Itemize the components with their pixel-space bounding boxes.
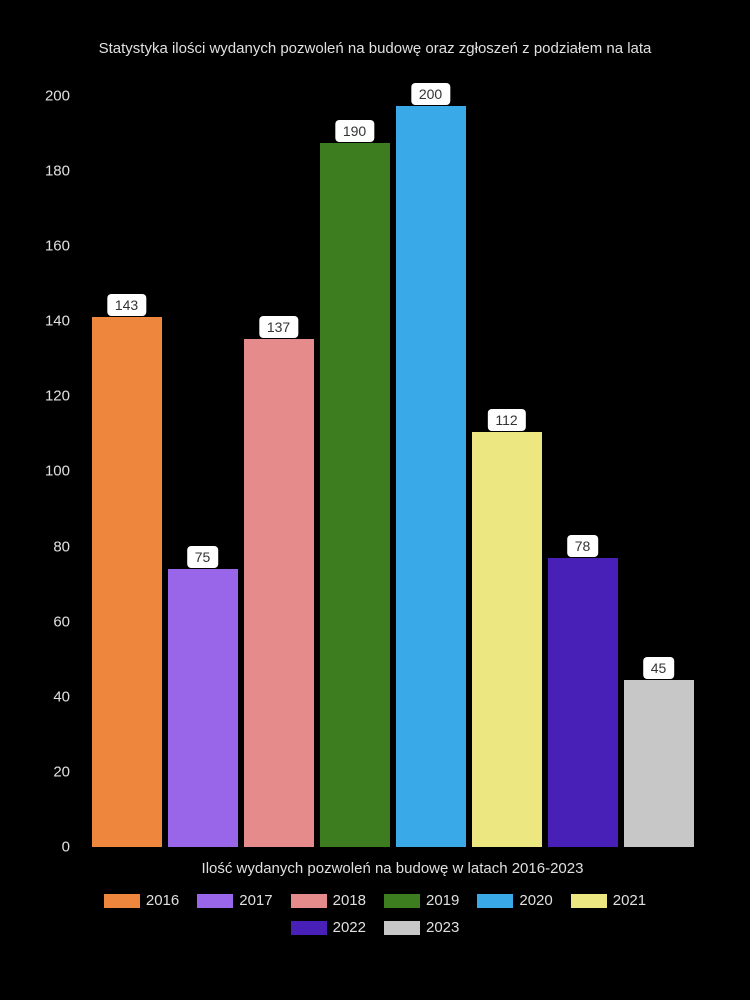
legend-swatch: [384, 921, 420, 935]
legend-item-2020: 2020: [477, 892, 552, 909]
bar-2018: 137: [244, 87, 314, 847]
legend-item-2017: 2017: [197, 892, 272, 909]
legend-label: 2022: [333, 919, 366, 936]
legend-item-2022: 2022: [291, 919, 366, 936]
bar-fill: 112: [472, 432, 542, 847]
bar-value-label: 45: [643, 657, 675, 679]
x-axis-label: Ilość wydanych pozwoleń na budowę w lata…: [85, 860, 700, 877]
y-tick: 80: [53, 538, 70, 555]
bar-fill: 190: [320, 143, 390, 847]
y-tick: 180: [45, 162, 70, 179]
legend-item-2023: 2023: [384, 919, 459, 936]
bar-value-label: 137: [259, 316, 298, 338]
bar-fill: 78: [548, 558, 618, 847]
legend-item-2016: 2016: [104, 892, 179, 909]
bar-fill: 200: [396, 106, 466, 847]
legend-swatch: [197, 894, 233, 908]
y-tick: 200: [45, 87, 70, 104]
bars-container: 143751371902001127845: [85, 87, 700, 847]
legend-label: 2017: [239, 892, 272, 909]
bar-2023: 45: [624, 87, 694, 847]
legend-item-2019: 2019: [384, 892, 459, 909]
bar-2016: 143: [92, 87, 162, 847]
legend-swatch: [291, 921, 327, 935]
bar-value-label: 143: [107, 294, 146, 316]
bar-fill: 137: [244, 339, 314, 847]
legend-swatch: [104, 894, 140, 908]
y-tick: 120: [45, 388, 70, 405]
bar-value-label: 75: [187, 546, 219, 568]
chart-plot-area: 020406080100120140160180200 143751371902…: [85, 77, 700, 877]
legend-swatch: [477, 894, 513, 908]
legend: 2016 2017 2018 2019 2020 2021 2022 2023: [30, 892, 720, 936]
bar-2022: 78: [548, 87, 618, 847]
y-tick: 100: [45, 463, 70, 480]
legend-label: 2020: [519, 892, 552, 909]
y-tick: 140: [45, 313, 70, 330]
legend-label: 2019: [426, 892, 459, 909]
bar-value-label: 112: [487, 409, 525, 431]
bar-value-label: 200: [411, 83, 450, 105]
y-tick: 40: [53, 688, 70, 705]
y-tick: 160: [45, 238, 70, 255]
chart-title: Statystyka ilości wydanych pozwoleń na b…: [30, 40, 720, 57]
y-tick: 60: [53, 613, 70, 630]
bar-value-label: 190: [335, 120, 374, 142]
bar-2017: 75: [168, 87, 238, 847]
legend-label: 2018: [333, 892, 366, 909]
legend-item-2018: 2018: [291, 892, 366, 909]
legend-label: 2016: [146, 892, 179, 909]
bar-value-label: 78: [567, 535, 599, 557]
legend-swatch: [571, 894, 607, 908]
bar-fill: 45: [624, 680, 694, 847]
legend-swatch: [384, 894, 420, 908]
legend-label: 2021: [613, 892, 646, 909]
legend-swatch: [291, 894, 327, 908]
y-tick: 0: [62, 839, 70, 856]
legend-item-2021: 2021: [571, 892, 646, 909]
bar-2020: 200: [396, 87, 466, 847]
bar-2019: 190: [320, 87, 390, 847]
bar-2021: 112: [472, 87, 542, 847]
bar-fill: 75: [168, 569, 238, 847]
bar-fill: 143: [92, 317, 162, 847]
y-axis: 020406080100120140160180200: [30, 77, 80, 847]
legend-label: 2023: [426, 919, 459, 936]
y-tick: 20: [53, 763, 70, 780]
